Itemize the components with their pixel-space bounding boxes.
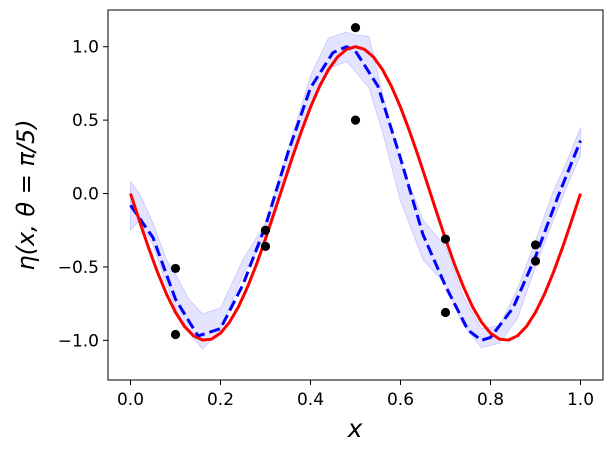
y-tick-label: −1.0 — [58, 331, 99, 351]
y-ticks: −1.0 −0.5 0.0 0.5 1.0 — [58, 38, 108, 351]
x-axis-label: x — [347, 414, 363, 443]
data-point — [530, 240, 541, 250]
x-tick-label: 0.8 — [477, 390, 504, 410]
plot-layers — [129, 23, 582, 350]
data-point — [260, 241, 271, 251]
x-tick-label: 0.6 — [387, 390, 414, 410]
y-axis-label: η(x, θ = π/5) — [12, 119, 40, 270]
y-tick-label: 1.0 — [72, 38, 99, 58]
solid-line-series — [129, 45, 582, 342]
data-point — [530, 256, 541, 266]
x-tick-label: 1.0 — [567, 390, 594, 410]
y-tick-label: −0.5 — [58, 258, 99, 278]
y-tick-label: 0.0 — [72, 185, 99, 205]
y-tick-label: 0.5 — [72, 111, 99, 131]
data-point — [440, 234, 451, 244]
data-point — [170, 329, 181, 340]
x-tick-label: 0.0 — [117, 390, 144, 410]
data-point — [350, 23, 361, 33]
x-ticks: 0.0 0.2 0.4 0.6 0.8 1.0 — [117, 380, 594, 410]
x-tick-label: 0.2 — [207, 390, 234, 410]
x-tick-label: 0.4 — [297, 390, 324, 410]
plot-frame — [107, 9, 604, 381]
dashed-line-series — [129, 45, 582, 342]
data-point — [170, 263, 181, 274]
data-point — [260, 225, 271, 235]
data-point — [440, 307, 451, 318]
data-point — [350, 115, 361, 125]
uncertainty-band — [130, 31, 581, 350]
